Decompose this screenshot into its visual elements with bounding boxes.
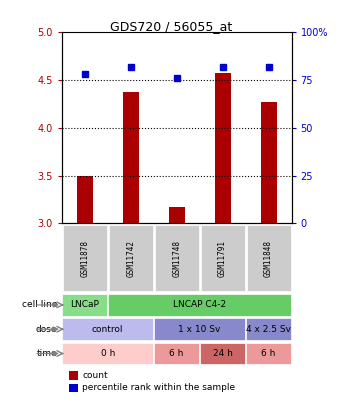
FancyBboxPatch shape [201, 225, 245, 291]
Text: GDS720 / 56055_at: GDS720 / 56055_at [110, 20, 233, 33]
Bar [69, 384, 78, 392]
FancyBboxPatch shape [62, 294, 107, 316]
Bar [69, 371, 78, 380]
Text: GSM11791: GSM11791 [218, 239, 227, 277]
Text: 6 h: 6 h [261, 349, 276, 358]
Text: time: time [36, 349, 57, 358]
Text: GSM11742: GSM11742 [126, 239, 135, 277]
FancyBboxPatch shape [108, 294, 291, 316]
FancyBboxPatch shape [200, 343, 245, 364]
Text: count: count [82, 371, 108, 380]
Text: percentile rank within the sample: percentile rank within the sample [82, 384, 236, 392]
Text: GSM11748: GSM11748 [172, 239, 181, 277]
Bar [261, 102, 276, 223]
FancyBboxPatch shape [154, 318, 245, 340]
Text: 4 x 2.5 Sv: 4 x 2.5 Sv [246, 325, 291, 334]
FancyBboxPatch shape [62, 343, 153, 364]
Bar [169, 207, 185, 223]
Bar [123, 92, 139, 223]
Text: LNCaP: LNCaP [70, 301, 99, 309]
Text: dose: dose [36, 325, 57, 334]
FancyBboxPatch shape [63, 225, 107, 291]
Text: 24 h: 24 h [213, 349, 233, 358]
Text: GSM11848: GSM11848 [264, 239, 273, 277]
Text: 6 h: 6 h [169, 349, 184, 358]
Bar [215, 73, 230, 223]
FancyBboxPatch shape [109, 225, 153, 291]
FancyBboxPatch shape [246, 318, 291, 340]
Bar [77, 176, 93, 223]
FancyBboxPatch shape [154, 343, 199, 364]
Text: GSM11878: GSM11878 [80, 239, 89, 277]
Text: 0 h: 0 h [100, 349, 115, 358]
FancyBboxPatch shape [246, 343, 291, 364]
FancyBboxPatch shape [247, 225, 291, 291]
Text: LNCAP C4-2: LNCAP C4-2 [173, 301, 226, 309]
Text: control: control [92, 325, 123, 334]
FancyBboxPatch shape [155, 225, 199, 291]
FancyBboxPatch shape [62, 318, 153, 340]
Text: 1 x 10 Sv: 1 x 10 Sv [178, 325, 221, 334]
Text: cell line: cell line [22, 301, 57, 309]
